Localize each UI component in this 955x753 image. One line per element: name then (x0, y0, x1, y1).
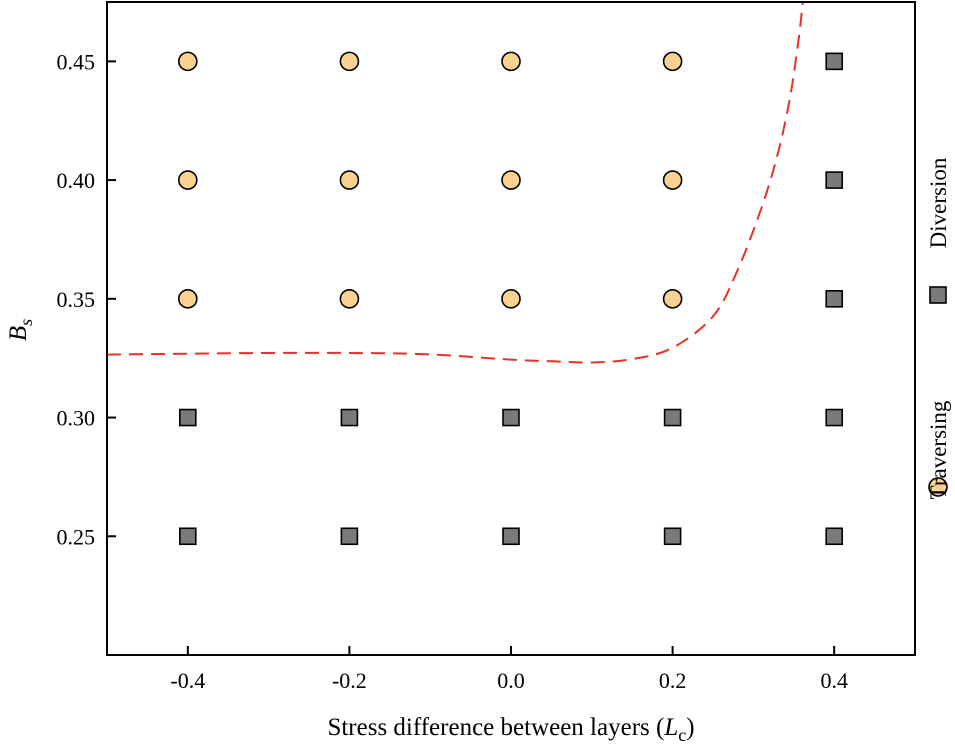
y-tick-label: 0.40 (57, 168, 96, 193)
point-diversion (179, 527, 197, 546)
point-diversion (825, 52, 844, 71)
legend-label-diversion: Diversion (926, 157, 951, 248)
point-traversing (339, 289, 360, 309)
y-tick-label: 0.30 (57, 406, 96, 431)
point-diversion (825, 171, 844, 189)
legend-marker-traversing (928, 477, 948, 497)
point-traversing (501, 51, 521, 72)
boundary-curve (107, 2, 804, 364)
x-axis-title: Stress difference between layers (Lc) (327, 714, 694, 745)
point-diversion (825, 290, 844, 308)
point-traversing (662, 170, 683, 190)
y-tick-label: 0.45 (57, 49, 96, 74)
x-tick-label: 0.2 (659, 668, 687, 693)
point-traversing (501, 289, 521, 309)
point-traversing (339, 51, 360, 72)
y-tick-label: 0.25 (57, 524, 96, 549)
point-traversing (662, 51, 683, 72)
plot-frame (106, 1, 916, 656)
y-axis-title: Bs (5, 319, 36, 341)
point-diversion (179, 408, 197, 427)
point-diversion (663, 408, 682, 427)
x-tick-label: -0.2 (332, 668, 367, 693)
point-diversion (825, 408, 844, 427)
point-diversion (340, 527, 359, 546)
point-diversion (340, 408, 359, 427)
x-tick-label: 0.4 (820, 668, 848, 693)
point-diversion (502, 527, 520, 546)
point-diversion (663, 527, 682, 546)
point-traversing (178, 170, 198, 190)
point-traversing (178, 289, 198, 309)
point-traversing (339, 170, 360, 190)
point-diversion (502, 408, 520, 427)
x-tick-label: -0.4 (170, 668, 205, 693)
legend: Traversing Diversion (926, 157, 951, 499)
point-traversing (501, 170, 521, 190)
point-traversing (662, 289, 683, 309)
legend-marker-diversion (929, 286, 947, 304)
y-tick-label: 0.35 (57, 287, 96, 312)
legend-label-traversing: Traversing (926, 400, 951, 499)
point-traversing (178, 51, 198, 72)
point-diversion (825, 527, 844, 546)
x-tick-label: 0.0 (497, 668, 525, 693)
